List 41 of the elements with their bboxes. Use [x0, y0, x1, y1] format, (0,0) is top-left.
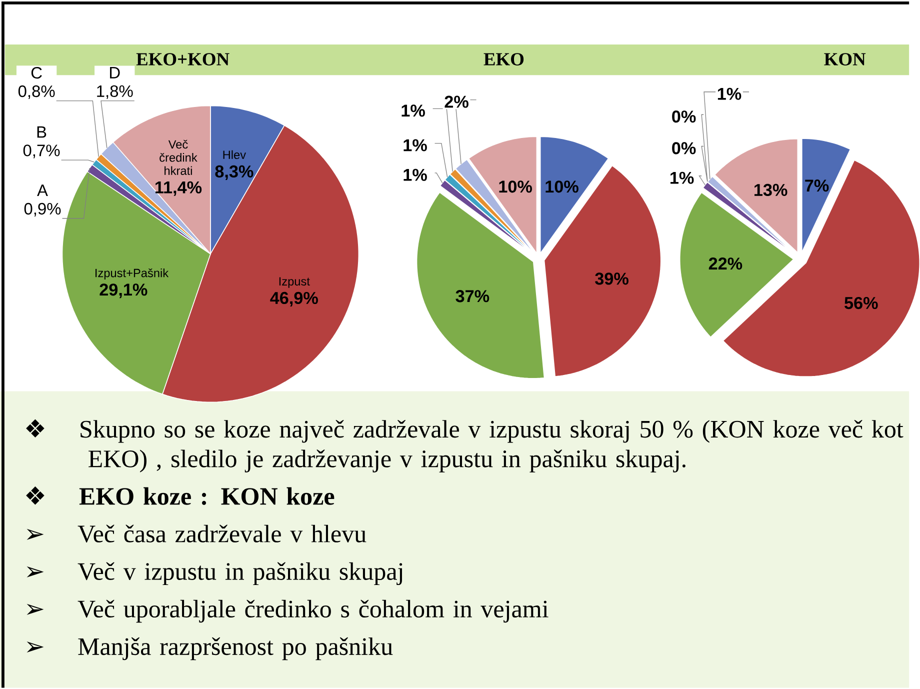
data-label: 8,3%: [215, 165, 254, 180]
slice-label: D: [110, 66, 120, 78]
data-label: 11,4%: [156, 181, 202, 196]
data-label: 1%: [404, 139, 427, 152]
slice-label: Izpust+Pašnik: [96, 268, 169, 280]
slice-label: B: [37, 126, 46, 138]
text: ➢ Več v izpustu in pašniku skupaj: [26, 562, 402, 585]
slice-label: Izpust: [279, 277, 310, 288]
text: ❖ EKO koze : KON koze: [26, 486, 334, 505]
data-label: 10%: [499, 180, 532, 193]
data-label: 10%: [546, 180, 578, 193]
data-label: 29,1%: [100, 283, 148, 298]
data-label: 56%: [844, 296, 878, 309]
chart-title: EKO+KON: [136, 53, 230, 66]
data-label: 0,8%: [18, 85, 55, 99]
chart-title: KON: [824, 53, 866, 66]
data-label: 2%: [444, 96, 468, 108]
slice-label: A: [37, 184, 48, 196]
text: 0%: [672, 142, 696, 154]
slice-label: Več čredink hkrati: [160, 140, 198, 175]
data-label: 37%: [456, 290, 490, 302]
text: 0%: [672, 110, 696, 123]
data-label: 0,7%: [23, 144, 60, 158]
text: ➢ Več uporabljale čredinko s čohalom in vejami: [26, 600, 548, 623]
data-label: 7%: [805, 179, 829, 192]
text: ❖ Skupno so se koze največ zadrževale v izpustu skoraj 50 % (KON koze več kot EKO) , sledilo je zadrževanje v izpustu in pašniku skupaj.: [26, 419, 904, 472]
data-label: 39%: [595, 272, 628, 285]
data-label: 22%: [708, 257, 742, 270]
data-label: 0,9%: [24, 202, 61, 216]
slice-label: C: [31, 66, 42, 79]
text: ➢ Manjša razpršenost po pašniku: [26, 637, 393, 660]
data-label: 1%: [670, 172, 694, 184]
chart-title: EKO: [484, 53, 524, 66]
data-label: 1%: [718, 88, 742, 100]
slice-label: Hlev: [223, 150, 246, 159]
data-label: 13%: [754, 184, 788, 196]
data-label: 1%: [404, 168, 427, 181]
text: ➢ Več časa zadrževale v hlevu: [26, 524, 366, 542]
data-label: 46,9%: [270, 292, 318, 306]
data-label: 1%: [402, 104, 425, 117]
data-label: 1,8%: [97, 85, 133, 99]
